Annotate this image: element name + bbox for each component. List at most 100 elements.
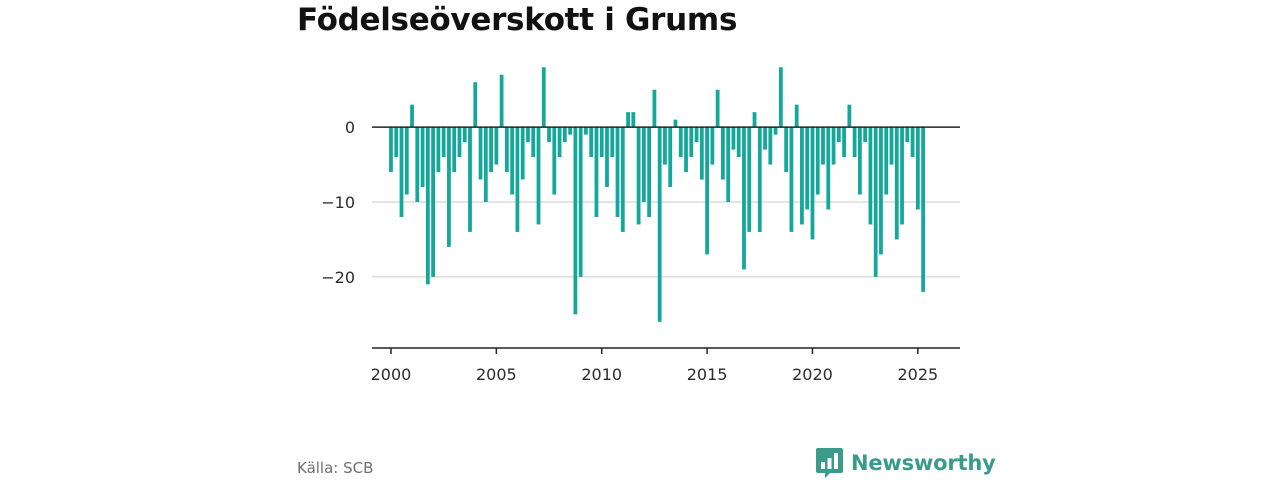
bar (494, 127, 499, 165)
bar (858, 127, 862, 195)
bar (399, 127, 404, 217)
bar (431, 127, 436, 277)
bar (752, 112, 757, 128)
bar (747, 127, 752, 232)
y-tick-label: −20 (321, 268, 355, 287)
bar (757, 127, 762, 232)
bar (573, 127, 578, 315)
bar (389, 127, 393, 173)
bar (684, 127, 688, 173)
bar (641, 127, 646, 202)
bar (673, 119, 678, 128)
bar (905, 127, 910, 143)
bar (605, 127, 609, 188)
bar (520, 127, 525, 180)
bar (879, 127, 883, 255)
bar (526, 127, 530, 143)
bar (489, 127, 493, 173)
bar (620, 127, 625, 232)
bar (468, 127, 472, 232)
bar (536, 127, 541, 225)
bar (894, 127, 899, 240)
bar (678, 127, 683, 158)
bar (831, 127, 836, 165)
bar (415, 127, 420, 202)
bar (694, 127, 699, 143)
bar (921, 127, 926, 292)
bar (652, 89, 657, 128)
bar (647, 127, 652, 217)
bar (483, 127, 488, 202)
bar (699, 127, 704, 180)
bar (794, 104, 799, 128)
bar (436, 127, 441, 173)
bar (457, 127, 462, 158)
bar (552, 127, 557, 195)
bar (562, 127, 567, 143)
bar (910, 127, 915, 158)
bar (462, 127, 467, 143)
bar (900, 127, 904, 225)
bar (663, 127, 667, 165)
y-tick-label: −10 (321, 193, 355, 212)
bar (736, 127, 741, 158)
bar (789, 127, 794, 232)
bar (568, 127, 572, 135)
bar (610, 127, 615, 158)
bar (473, 82, 478, 128)
bar (826, 127, 831, 210)
bar (452, 127, 457, 173)
bar (631, 112, 636, 128)
bar (557, 127, 562, 158)
x-tick-label: 2015 (687, 365, 728, 384)
bar (425, 127, 430, 285)
bar (504, 127, 509, 173)
x-tick-label: 2020 (792, 365, 833, 384)
axes (372, 126, 960, 354)
bar (657, 127, 662, 322)
bar (805, 127, 810, 210)
chart-title: Födelseöverskott i Grums (297, 2, 738, 38)
bar (531, 127, 536, 158)
bar (478, 127, 483, 180)
bar (668, 127, 673, 188)
bar (420, 127, 425, 188)
x-tick-label: 2010 (581, 365, 622, 384)
bar (721, 127, 725, 180)
bar (778, 67, 783, 128)
bar (800, 127, 804, 225)
bar (599, 127, 604, 158)
bar (594, 127, 599, 217)
bar (821, 127, 825, 165)
brand-name: Newsworthy (851, 451, 996, 475)
bar (499, 74, 504, 128)
bar (510, 127, 515, 195)
bar (404, 127, 409, 195)
bar (441, 127, 446, 158)
bar (836, 127, 841, 143)
x-tick-label: 2000 (371, 365, 412, 384)
bar (784, 127, 789, 173)
tick-labels: 0 −10 −20 2000 2005 2010 2015 2020 2025 (321, 118, 938, 384)
bar (763, 127, 767, 150)
bar (578, 127, 583, 277)
bar (541, 67, 546, 128)
bar (852, 127, 857, 158)
bar (868, 127, 873, 225)
bar (394, 127, 399, 158)
bar (873, 127, 878, 277)
bar (768, 127, 773, 165)
bar (710, 127, 715, 165)
bar (410, 104, 414, 128)
bar-chart: 0 −10 −20 2000 2005 2010 2015 2020 2025 (321, 67, 960, 384)
source-note: Källa: SCB (297, 459, 374, 477)
bar (715, 89, 720, 128)
bar (915, 127, 920, 210)
bar (589, 127, 594, 158)
x-tick-label: 2025 (897, 365, 938, 384)
bar (810, 127, 815, 240)
bar (889, 127, 894, 165)
bar (773, 127, 778, 135)
newsworthy-chart-icon (816, 448, 843, 478)
x-tick-label: 2005 (476, 365, 517, 384)
